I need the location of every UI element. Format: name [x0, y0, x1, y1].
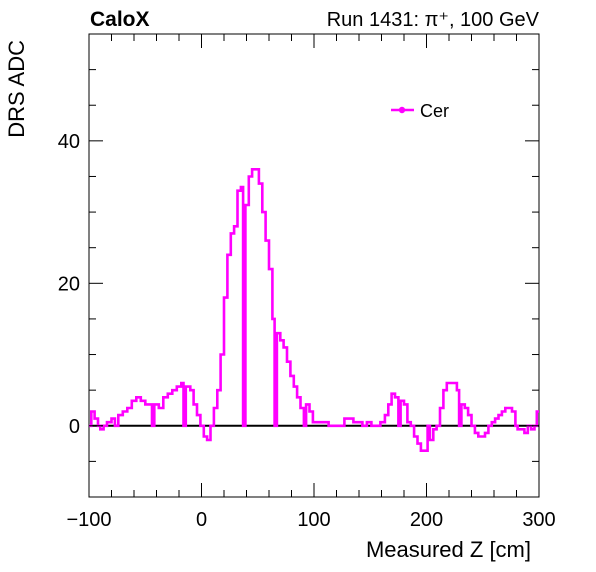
- series-line-cer: [89, 168, 539, 452]
- x-tick-label: 200: [410, 509, 443, 531]
- y-tick-label: 20: [58, 273, 80, 295]
- series-group: [89, 168, 539, 452]
- legend-label-cer: Cer: [420, 101, 449, 121]
- x-tick-label: 0: [196, 509, 207, 531]
- ticks-group: [88, 33, 540, 498]
- tick-labels-group: −100 0 100 200 300 0 20 40: [58, 131, 556, 531]
- y-axis-label: DRS ADC: [4, 40, 29, 138]
- legend: Cer: [391, 101, 449, 121]
- header-right-title: Run 1431: π⁺, 100 GeV: [327, 9, 540, 31]
- y-tick-label: 40: [58, 131, 80, 153]
- x-axis-label: Measured Z [cm]: [366, 537, 531, 562]
- header-left-title: CaloX: [90, 8, 150, 31]
- plot-frame: [88, 33, 540, 498]
- x-tick-label: 300: [522, 509, 555, 531]
- legend-marker-swatch: [398, 106, 406, 114]
- x-tick-label: 100: [297, 509, 330, 531]
- plot-frame-group: [88, 33, 540, 498]
- x-tick-label: −100: [66, 509, 111, 531]
- y-tick-label: 0: [69, 416, 80, 438]
